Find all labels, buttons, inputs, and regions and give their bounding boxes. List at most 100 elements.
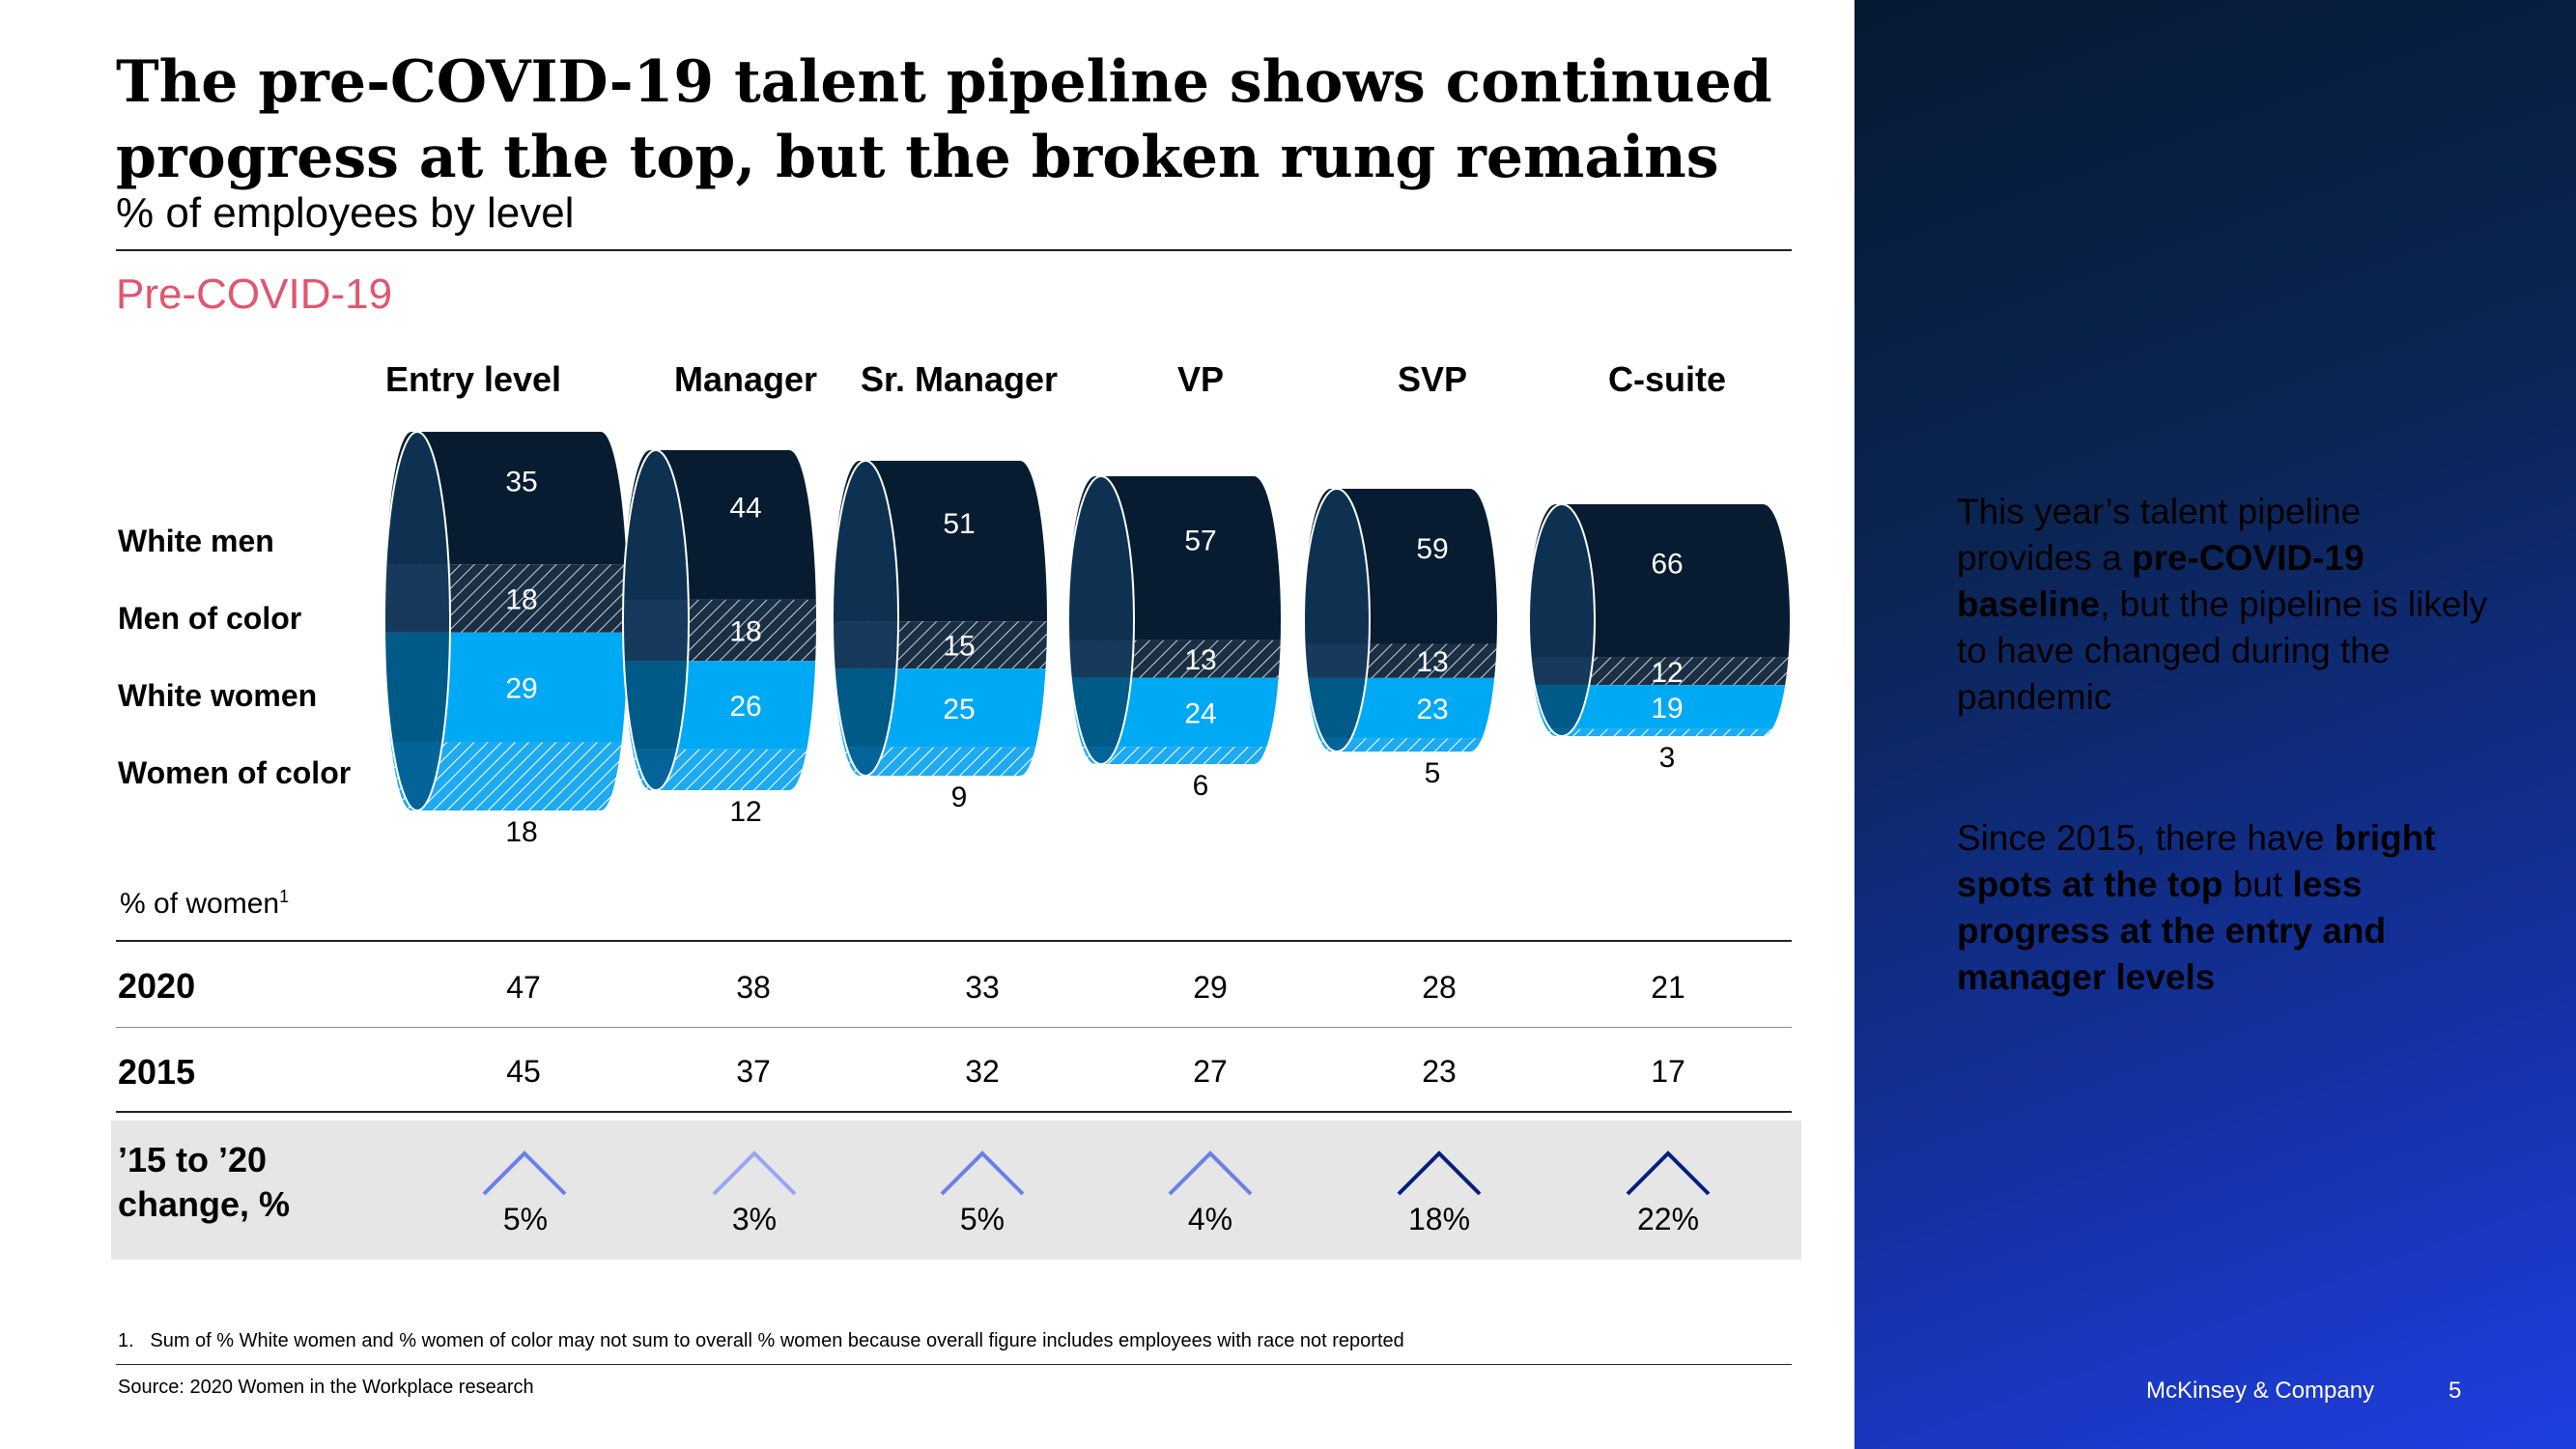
cylinder-sr-manager [832,460,1047,777]
women-table-label-text: % of women [120,888,280,920]
value-label-c-suite-women-of-color: 3 [1659,742,1676,774]
p1-text-c: , but the pipeline is likely to have cha… [1957,584,2488,717]
main-panel: The pre-COVID-19 talent pipeline shows c… [111,48,1801,1398]
row-2015-label: 2015 [118,1052,196,1092]
p2-text-b: bright spots at the top [1957,818,2436,904]
face-entry-men-of-color [384,564,450,633]
section-label: Pre-COVID-19 [116,270,393,318]
change-arrows [482,1151,1711,1196]
page-subtitle: % of employees by level [116,189,575,237]
women-table-label: % of women1 [120,887,289,921]
face-outline-sr-manager [832,460,899,777]
page-title: The pre-COVID-19 talent pipeline shows c… [116,48,1772,191]
cell-2020-vp: 29 [1193,970,1228,1005]
face-outline-entry [383,431,451,811]
category-label-vp: VP [1177,359,1224,399]
cell-2015-manager: 37 [736,1054,771,1089]
value-label-sr-manager-men-of-color: 15 [943,631,975,663]
change-svp: 18% [1407,1202,1471,1236]
category-label-manager: Manager [674,359,817,399]
cell-2015-c-suite: 17 [1651,1054,1685,1089]
value-label-svp-white-women: 23 [1416,694,1448,725]
footnote-marker: 1 [279,887,290,906]
face-vp-men-of-color [1068,639,1134,678]
cylinder-svp [1303,488,1497,753]
value-label-vp-women-of-color: 6 [1193,770,1209,802]
p1-text-b: pre-COVID-19 baseline [1957,538,2364,624]
cell-2015-entry: 45 [506,1054,541,1089]
table-rule-mid [116,1027,1792,1028]
cell-2020-c-suite: 21 [1651,970,1685,1005]
category-label-entry: Entry level [385,359,561,399]
up-arrow-icon [712,1151,797,1196]
category-label-svp: SVP [1398,359,1467,399]
face-outline-manager [622,449,690,791]
value-label-entry-white-men: 35 [505,467,537,498]
face-c-suite-women-of-color [1529,728,1595,736]
value-label-svp-white-men: 59 [1416,533,1448,565]
change-vp: 4% [1187,1202,1233,1236]
sidebar-paragraph-2: Since 2015, there have bright spots at t… [1957,815,2498,1001]
cell-2020-manager: 38 [736,970,771,1005]
footer-rule [116,1364,1792,1365]
change-entry: 5% [502,1202,549,1236]
row-2020-label: 2020 [118,966,196,1006]
legend-white-men: White men [118,524,274,558]
change-label-line1: ’15 to ’20 [118,1140,268,1179]
face-manager-white-women [623,661,689,750]
cell-2015-svp: 23 [1422,1054,1457,1089]
category-label-sr-manager: Sr. Manager [861,359,1058,399]
value-label-vp-white-women: 24 [1184,697,1216,729]
face-entry-white-women [384,632,450,743]
table-rule-bottom [116,1111,1792,1113]
value-label-vp-white-men: 57 [1184,525,1216,556]
change-manager: 3% [731,1202,778,1236]
up-arrow-icon [1626,1151,1711,1196]
value-label-entry-women-of-color: 18 [505,816,537,848]
title-divider [116,249,1792,251]
cylinder-vp [1067,475,1281,765]
change-c-suite: 22% [1636,1202,1700,1236]
value-label-sr-manager-white-men: 51 [943,508,975,540]
bar-c-suite-women-of-color [1529,728,1790,736]
cell-2020-sr-manager: 33 [965,970,1000,1005]
face-c-suite-men-of-color [1529,657,1595,686]
value-label-c-suite-white-women: 19 [1651,693,1683,724]
value-label-c-suite-men-of-color: 12 [1651,657,1683,689]
page-number: 5 [2449,1378,2462,1404]
p2-text-d: less progress at the entry and manager l… [1957,865,2387,997]
up-arrow-icon [1168,1151,1253,1196]
up-arrow-icon [940,1151,1025,1196]
face-outline-c-suite [1528,503,1596,737]
source-note: Source: 2020 Women in the Workplace rese… [118,1377,534,1398]
face-outline-svp [1303,488,1371,753]
bar-svp-women-of-color [1304,738,1497,752]
change-label-line2: change, % [118,1184,291,1224]
legend-men-of-color: Men of color [118,601,302,636]
face-manager-men-of-color [623,599,689,662]
category-label-c-suite: C-suite [1608,359,1726,399]
cylinder-manager [622,449,816,791]
cylinders-group [383,431,1790,811]
legend-women-of-color: Women of color [118,755,352,790]
legend-white-women: White women [118,678,318,713]
brand-name: McKinsey & Company [2146,1378,2375,1404]
value-label-svp-men-of-color: 13 [1416,646,1448,678]
value-label-manager-white-men: 44 [729,493,761,525]
up-arrow-icon [1397,1151,1482,1196]
value-label-manager-white-women: 26 [729,691,761,723]
cell-2015-vp: 27 [1193,1054,1228,1089]
cell-2015-sr-manager: 32 [965,1054,1000,1089]
sidebar-paragraph-1: This year’s talent pipeline provides a p… [1957,489,2498,721]
cell-2020-entry: 47 [506,970,541,1005]
value-label-c-suite-white-men: 66 [1651,548,1683,580]
value-label-entry-men-of-color: 18 [505,583,537,615]
footnote: 1. Sum of % White women and % women of c… [118,1330,1404,1351]
face-svp-men-of-color [1304,643,1370,678]
sidebar-panel [1854,0,2576,1449]
p2-text-a: Since 2015, there have [1957,818,2335,858]
value-label-manager-women-of-color: 12 [729,796,761,828]
table-rule-top [116,940,1792,942]
value-label-sr-manager-women-of-color: 9 [951,781,968,813]
